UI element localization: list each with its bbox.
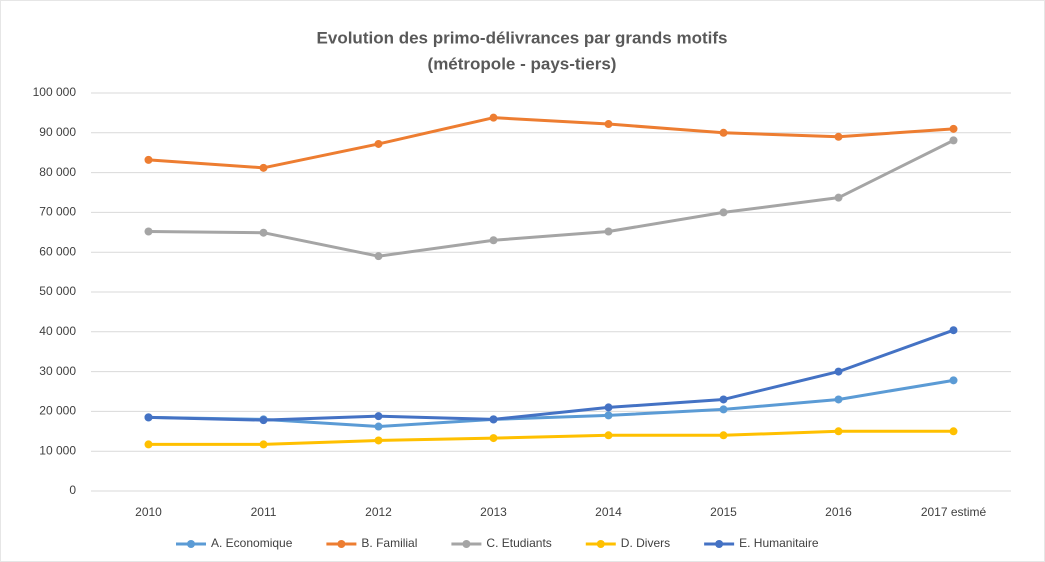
legend-marker bbox=[187, 540, 195, 548]
point bbox=[259, 440, 268, 449]
x-tick-label: 2017 estimé bbox=[921, 505, 987, 519]
legend-marker bbox=[337, 540, 346, 548]
series-line bbox=[148, 429, 954, 446]
point bbox=[719, 128, 728, 137]
legend-label: E. Humanitaire bbox=[739, 536, 819, 550]
legend-marker bbox=[596, 540, 605, 548]
point bbox=[949, 326, 958, 335]
y-tick-label: 60 000 bbox=[39, 244, 76, 258]
point bbox=[374, 436, 383, 445]
legend-label: A. Economique bbox=[211, 536, 293, 550]
y-tick-label: 70 000 bbox=[39, 205, 76, 219]
x-tick-label: 2016 bbox=[825, 505, 852, 519]
y-tick-label: 40 000 bbox=[39, 324, 76, 338]
point bbox=[604, 120, 613, 129]
point bbox=[489, 113, 498, 122]
y-tick-label: 30 000 bbox=[39, 364, 76, 378]
chart-title: Evolution des primo-délivrances par gran… bbox=[317, 28, 728, 47]
point bbox=[834, 395, 843, 404]
point bbox=[949, 124, 958, 133]
point bbox=[489, 434, 498, 443]
point bbox=[604, 411, 613, 420]
y-tick-label: 100 000 bbox=[33, 85, 77, 99]
x-tick-label: 2014 bbox=[595, 505, 622, 519]
point bbox=[144, 413, 153, 422]
point bbox=[949, 427, 958, 436]
point bbox=[719, 431, 728, 440]
point bbox=[374, 252, 383, 261]
y-tick-label: 80 000 bbox=[39, 165, 76, 179]
point bbox=[374, 139, 383, 148]
point bbox=[834, 427, 843, 436]
point bbox=[604, 227, 613, 236]
point bbox=[144, 227, 153, 236]
x-tick-label: 2013 bbox=[480, 505, 507, 519]
point bbox=[834, 132, 843, 141]
y-tick-label: 0 bbox=[69, 483, 76, 497]
point bbox=[489, 236, 498, 245]
point bbox=[489, 415, 498, 424]
point bbox=[259, 228, 268, 237]
legend-marker bbox=[462, 540, 471, 548]
series-line bbox=[148, 116, 954, 170]
point bbox=[834, 367, 843, 376]
point bbox=[719, 208, 728, 217]
point bbox=[374, 412, 383, 421]
x-tick-label: 2011 bbox=[251, 505, 277, 519]
point bbox=[834, 193, 843, 202]
legend-label: D. Divers bbox=[621, 536, 670, 550]
y-tick-label: 10 000 bbox=[39, 443, 76, 457]
point bbox=[374, 422, 383, 431]
point bbox=[144, 440, 153, 449]
point bbox=[144, 155, 153, 164]
point bbox=[949, 136, 958, 145]
chart-subtitle: (métropole - pays-tiers) bbox=[428, 54, 617, 73]
legend-label: C. Etudiants bbox=[486, 536, 551, 550]
legend-marker bbox=[715, 540, 724, 548]
point bbox=[259, 416, 268, 425]
point bbox=[259, 163, 268, 172]
x-tick-label: 2010 bbox=[135, 505, 162, 519]
point bbox=[719, 405, 728, 414]
point bbox=[719, 395, 728, 404]
x-tick-label: 2015 bbox=[710, 505, 737, 519]
x-tick-label: 2012 bbox=[365, 505, 392, 519]
series-line bbox=[148, 139, 955, 258]
y-tick-label: 90 000 bbox=[39, 125, 76, 139]
point bbox=[604, 403, 613, 412]
point bbox=[604, 431, 613, 440]
series-line bbox=[148, 328, 955, 422]
y-tick-label: 50 000 bbox=[39, 284, 76, 298]
legend-label: B. Familial bbox=[361, 536, 417, 550]
point bbox=[949, 376, 958, 385]
y-tick-label: 20 000 bbox=[39, 404, 76, 418]
